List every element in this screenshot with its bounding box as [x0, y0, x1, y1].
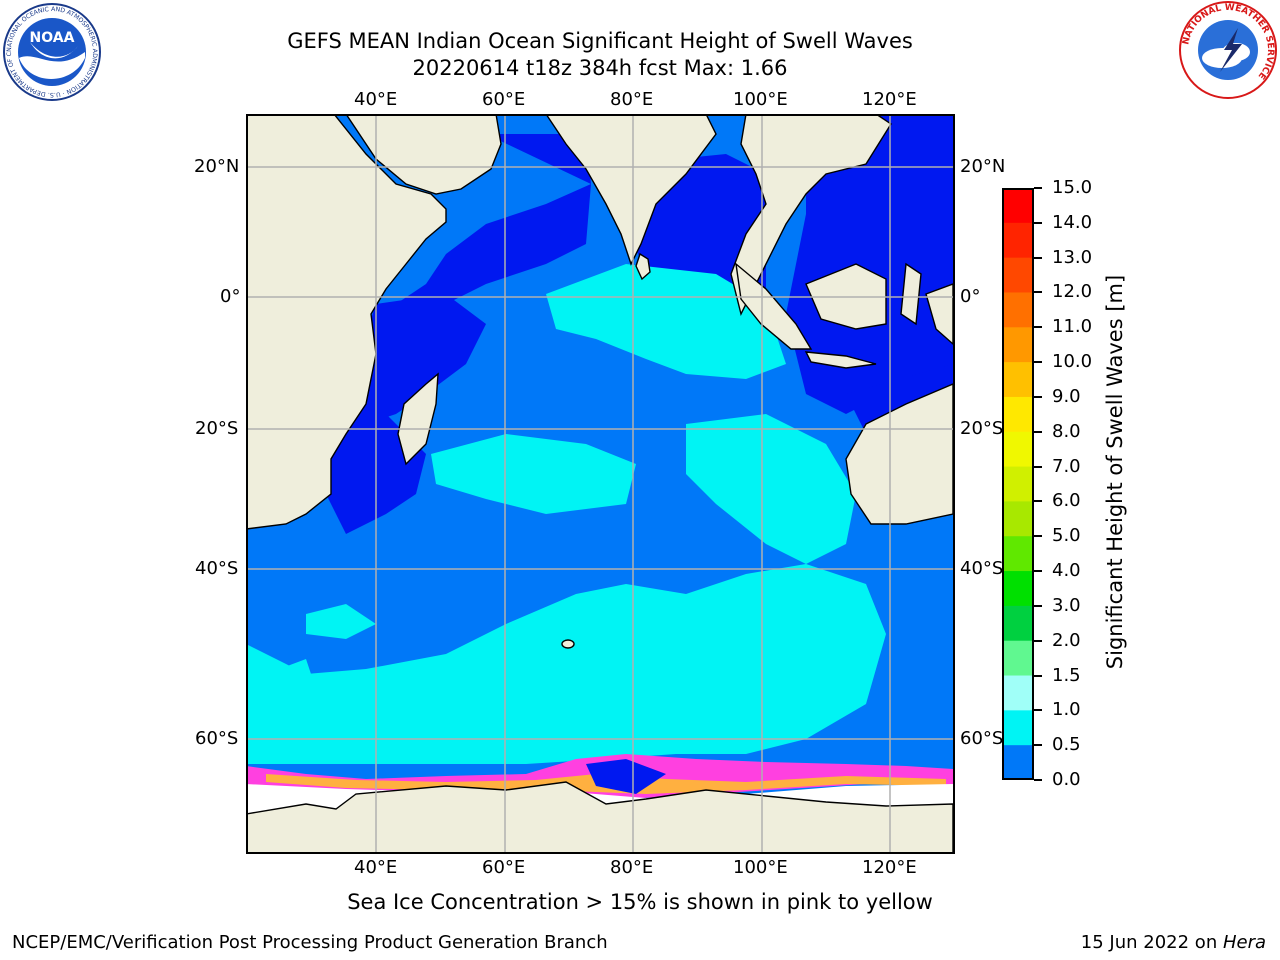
colorbar-band: [1002, 222, 1034, 259]
lon-tick-bottom: 60°E: [482, 857, 526, 878]
lat-tick-left: 20°S: [195, 418, 239, 439]
lat-tick-right: 60°S: [960, 728, 1004, 749]
lat-tick-left: 20°N: [194, 156, 240, 177]
colorbar-tick-label: 5.0: [1052, 525, 1081, 547]
colorbar-band: [1002, 362, 1034, 398]
credit-host: Hera: [1222, 932, 1266, 953]
colorbar-tick: [1034, 779, 1042, 781]
colorbar-tick: [1034, 709, 1042, 712]
landmasses: [248, 116, 953, 852]
colorbar-tick-label: 13.0: [1052, 246, 1093, 268]
colorbar-tick: [1034, 570, 1042, 573]
colorbar-tick-label: 14.0: [1052, 211, 1093, 233]
colorbar-tick: [1034, 535, 1042, 538]
colorbar-tick-label: 15.0: [1052, 177, 1093, 198]
colorbar-tick: [1034, 639, 1042, 642]
map-grid: [248, 116, 953, 852]
colorbar-tick: [1034, 500, 1042, 503]
colorbar-band: [1002, 501, 1034, 537]
colorbar-band: [1002, 675, 1034, 711]
credit-branch: NCEP/EMC/Verification Post Processing Pr…: [12, 932, 608, 953]
credit-date: 15 Jun 2022 on Hera: [1081, 932, 1266, 953]
colorbar-tick: [1034, 221, 1042, 224]
colorbar-tick: [1034, 361, 1042, 364]
lon-tick-top: 60°E: [482, 89, 526, 110]
lon-tick-bottom: 40°E: [354, 857, 398, 878]
colorbar-tick: [1034, 674, 1042, 677]
colorbar-tick: [1034, 465, 1042, 468]
colorbar-band: [1002, 257, 1034, 293]
colorbar-band: [1002, 536, 1034, 572]
colorbar-tick-label: 8.0: [1052, 420, 1081, 442]
colorbar-tick: [1034, 291, 1042, 294]
colorbar-band: [1002, 571, 1034, 607]
lon-tick-top: 80°E: [610, 89, 654, 110]
colorbar-tick: [1034, 430, 1042, 433]
colorbar-tick-label: 7.0: [1052, 455, 1081, 477]
noaa-logo: NATIONAL OCEANIC AND ATMOSPHERIC ADMINIS…: [0, 0, 102, 102]
colorbar-tick-label: 3.0: [1052, 594, 1081, 616]
sea-ice-footnote: Sea Ice Concentration > 15% is shown in …: [347, 890, 933, 914]
colorbar-band: [1002, 188, 1034, 224]
colorbar-band: [1002, 431, 1034, 468]
lon-tick-top: 120°E: [862, 89, 917, 110]
colorbar-tick-label: 0.0: [1052, 769, 1081, 790]
lat-tick-right: 20°S: [960, 418, 1004, 439]
noaa-logo-text: NOAA: [30, 30, 75, 46]
colorbar-tick-label: 0.5: [1052, 734, 1081, 756]
colorbar: [1002, 188, 1034, 781]
lat-tick-left: 0°: [220, 286, 241, 307]
colorbar-tick-label: 1.5: [1052, 664, 1081, 686]
colorbar-frame: [1002, 188, 1034, 780]
chart-subtitle: 20220614 t18z 384h fcst Max: 1.66: [412, 56, 788, 80]
colorbar-band: [1002, 327, 1034, 363]
swell-1-1-5-regions: [248, 264, 886, 764]
colorbar-band: [1002, 640, 1034, 677]
colorbar-tick: [1034, 187, 1042, 189]
colorbar-tick-label: 2.0: [1052, 629, 1081, 651]
lat-tick-left: 60°S: [195, 728, 239, 749]
lat-tick-right: 0°: [960, 286, 981, 307]
lon-tick-top: 40°E: [354, 89, 398, 110]
colorbar-tick: [1034, 395, 1042, 398]
swell-height-map: [246, 114, 955, 854]
colorbar-band: [1002, 396, 1034, 433]
colorbar-tick-label: 11.0: [1052, 316, 1093, 338]
colorbar-tick-label: 12.0: [1052, 281, 1093, 303]
colorbar-band: [1002, 605, 1034, 642]
lon-tick-bottom: 100°E: [733, 857, 788, 878]
chart-title: GEFS MEAN Indian Ocean Significant Heigh…: [287, 29, 913, 53]
colorbar-tick-label: 6.0: [1052, 490, 1081, 512]
colorbar-tick: [1034, 604, 1042, 607]
colorbar-tick-label: 9.0: [1052, 385, 1081, 407]
colorbar-band: [1002, 466, 1034, 502]
lon-tick-bottom: 120°E: [862, 857, 917, 878]
colorbar-tick-label: 4.0: [1052, 560, 1081, 582]
nws-logo: NATIONAL WEATHER SERVICE: [1178, 0, 1278, 100]
colorbar-band: [1002, 292, 1034, 328]
map-frame: [246, 114, 955, 854]
colorbar-tick: [1034, 256, 1042, 259]
credit-date-text: 15 Jun 2022 on: [1080, 932, 1223, 953]
lat-tick-right: 20°N: [960, 156, 1006, 177]
colorbar-band: [1002, 745, 1034, 781]
lat-tick-left: 40°S: [195, 558, 239, 579]
lat-tick-right: 40°S: [960, 558, 1004, 579]
colorbar-tick: [1034, 744, 1042, 747]
colorbar-tick-label: 10.0: [1052, 351, 1093, 373]
lon-tick-top: 100°E: [733, 89, 788, 110]
lon-tick-bottom: 80°E: [610, 857, 654, 878]
colorbar-tick: [1034, 326, 1042, 329]
colorbar-tick-label: 1.0: [1052, 699, 1081, 721]
colorbar-band: [1002, 710, 1034, 746]
